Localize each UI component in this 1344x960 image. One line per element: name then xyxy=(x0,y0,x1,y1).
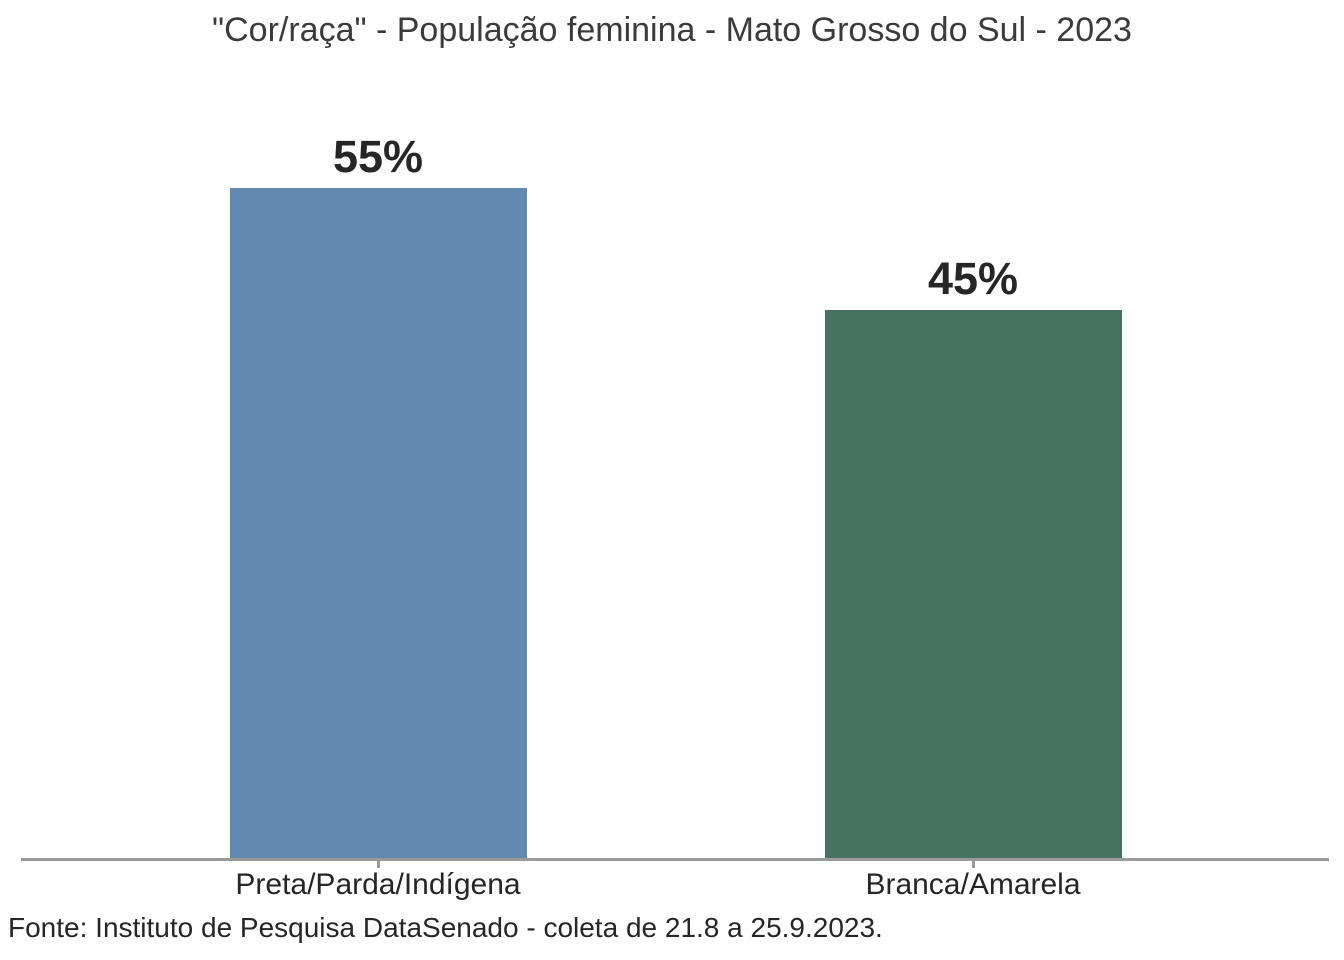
x-axis-label: Branca/Amarela xyxy=(865,868,1081,901)
bar xyxy=(229,188,527,858)
source-note: Fonte: Instituto de Pesquisa DataSenado … xyxy=(8,912,883,943)
bar xyxy=(824,310,1122,858)
axis-tick xyxy=(972,861,975,868)
bar-value-label: 55% xyxy=(332,131,424,182)
x-axis-line xyxy=(21,858,1329,861)
chart-title: "Cor/raça" - População feminina - Mato G… xyxy=(212,11,1132,49)
x-axis-label: Preta/Parda/Indígena xyxy=(235,868,521,901)
axis-tick xyxy=(377,861,380,868)
bar-value-label: 45% xyxy=(927,253,1019,304)
